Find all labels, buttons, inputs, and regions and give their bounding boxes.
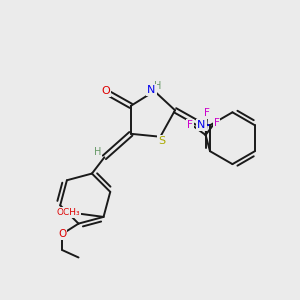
Text: OCH₃: OCH₃ — [56, 208, 80, 217]
Text: H: H — [154, 81, 162, 91]
Text: H: H — [94, 147, 102, 157]
Text: F: F — [214, 118, 219, 128]
Text: O: O — [58, 229, 66, 239]
Text: S: S — [158, 136, 165, 146]
Text: F: F — [187, 120, 193, 130]
Text: N: N — [147, 85, 156, 94]
Text: O: O — [101, 86, 110, 96]
Text: F: F — [204, 108, 210, 118]
Text: N: N — [197, 120, 206, 130]
